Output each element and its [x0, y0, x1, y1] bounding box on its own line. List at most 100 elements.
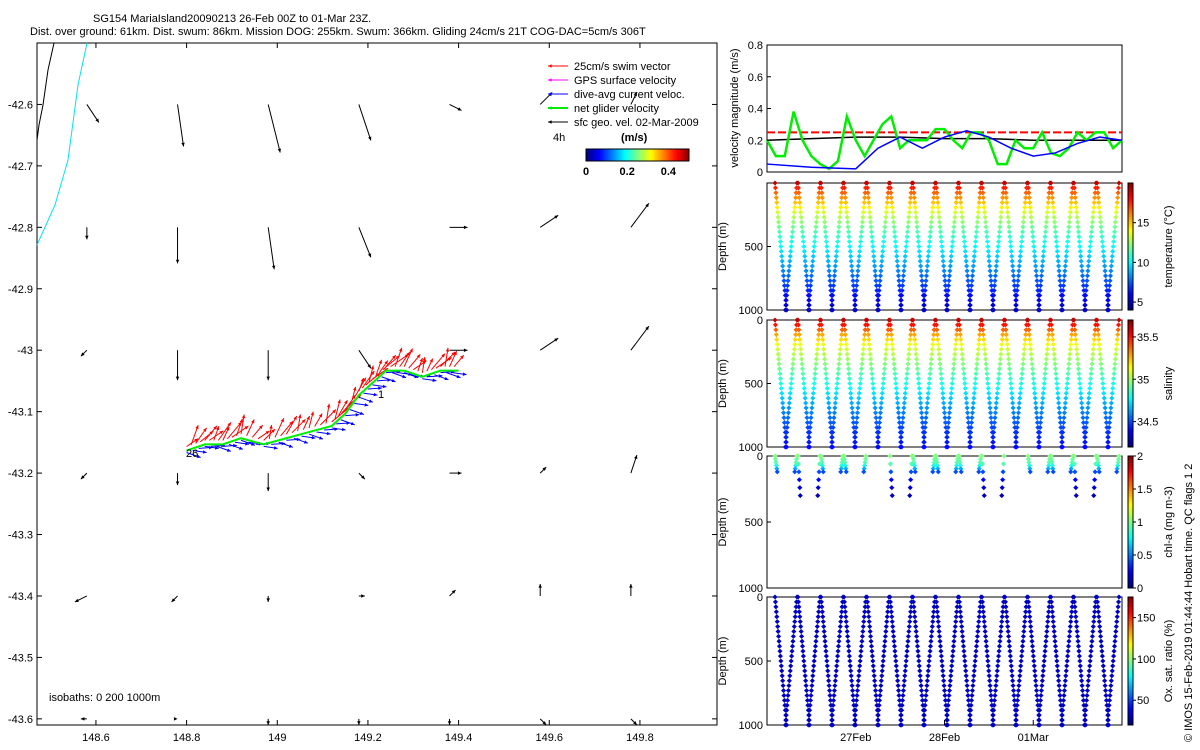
section-sample	[999, 336, 1005, 343]
section-sample	[868, 643, 875, 649]
map-colorbar-cell	[602, 149, 604, 161]
section-sample	[936, 351, 942, 357]
section-sample	[1091, 341, 1097, 347]
section-sample	[805, 307, 811, 313]
map-colorbar-cell	[683, 149, 685, 161]
section-sample	[1056, 263, 1062, 269]
section-sample	[804, 687, 810, 694]
map-axes: 148.6 148.8 149 149.2 149.4 149.6 149.8-42.6-4…	[8, 42, 718, 744]
dac-vector	[331, 427, 346, 432]
section-colorbar-cell	[1128, 240, 1133, 243]
section-sample	[1071, 185, 1077, 191]
section-sample	[833, 395, 839, 401]
section-colorbar-cell	[1128, 438, 1133, 442]
section-sample	[1095, 332, 1101, 338]
geo-vector-head	[181, 142, 185, 147]
section-colorbar-cell	[1128, 436, 1133, 440]
swim-vector-head	[352, 386, 357, 391]
section-sample	[1116, 185, 1122, 191]
section-sample	[945, 429, 951, 435]
section-sample	[1034, 410, 1040, 416]
section-sample	[1103, 283, 1109, 289]
section-colorbar-cell	[1128, 379, 1133, 382]
section-colorbar-cell	[1128, 191, 1133, 195]
section-colorbar-cell	[1128, 206, 1133, 209]
section-colorbar-tick-label: 35.5	[1137, 332, 1158, 344]
section-sample	[844, 214, 850, 220]
section-sample	[912, 336, 918, 343]
section-sample	[877, 692, 883, 699]
map-colorbar-cell	[603, 149, 605, 161]
section-sample	[864, 322, 870, 328]
section-sample	[1021, 209, 1027, 215]
section-sample	[837, 628, 843, 635]
section-sample	[1013, 302, 1019, 308]
section-sample	[908, 327, 914, 333]
section-sample	[974, 224, 980, 230]
section-sample	[944, 717, 950, 723]
map-colorbar-cell	[656, 149, 658, 161]
map-colorbar-cell	[680, 149, 682, 161]
section-sample	[968, 429, 974, 435]
section-sample	[939, 658, 945, 664]
geo-vector-head	[361, 594, 365, 598]
section-sample	[948, 395, 954, 401]
section-sample	[1057, 420, 1063, 426]
section-sample	[789, 376, 795, 382]
section-sample	[883, 346, 889, 352]
section-sample	[808, 273, 814, 279]
section-colorbar-cell	[1128, 254, 1133, 258]
section-sample	[801, 380, 807, 387]
section-sample	[1075, 224, 1081, 230]
map-colorbar-cell	[652, 149, 654, 161]
section-sample	[1029, 229, 1036, 235]
section-y-tick-label: 1000	[739, 305, 763, 317]
section-sample	[948, 668, 954, 674]
section-sample	[899, 292, 905, 298]
section-sample	[963, 395, 969, 401]
section-sample	[871, 668, 877, 674]
section-sample	[776, 643, 783, 649]
section-sample	[1088, 239, 1094, 245]
section-sample	[1000, 477, 1006, 483]
section-sample	[1043, 224, 1049, 230]
map-colorbar-cell	[665, 149, 667, 161]
section-sample	[1028, 209, 1034, 215]
section-sample	[986, 258, 992, 264]
map-colorbar-cell	[625, 149, 627, 161]
section-sample	[904, 376, 910, 382]
swim-vector	[351, 386, 357, 401]
section-sample	[906, 623, 912, 630]
section-sample	[982, 346, 988, 352]
section-sample	[1094, 456, 1100, 462]
section-sample	[921, 439, 927, 445]
dac-vector	[216, 445, 231, 452]
section-sample	[895, 405, 901, 411]
section-sample	[775, 346, 781, 352]
velocity-ticks: 00.20.40.60.8	[748, 40, 771, 179]
velocity-ylabel: velocity magnitude (m/s)	[729, 48, 741, 167]
section-sample	[1045, 466, 1051, 472]
section-sample	[954, 604, 960, 610]
dac-vector	[278, 441, 293, 448]
swim-vector	[257, 430, 270, 440]
section-colorbar-cell	[1128, 189, 1133, 192]
section-sample	[842, 195, 848, 201]
section-sample	[849, 683, 855, 689]
section-sample	[1066, 224, 1072, 230]
section-colorbar-cell	[1128, 408, 1133, 412]
section-sample	[1019, 376, 1025, 382]
section-sample	[1027, 336, 1033, 343]
section-sample	[921, 302, 927, 308]
section-sample	[1108, 400, 1114, 406]
geo-vector	[266, 473, 270, 492]
section-colorbar-tick-label: 34.5	[1137, 417, 1158, 429]
swim-vector-head	[344, 400, 348, 405]
section-sample	[916, 385, 922, 391]
section-sample	[1096, 336, 1102, 343]
section-colorbar-cell	[1128, 324, 1133, 327]
geo-vector	[358, 594, 365, 598]
section-sample	[871, 253, 877, 259]
map-colorbar-cell	[607, 149, 609, 161]
